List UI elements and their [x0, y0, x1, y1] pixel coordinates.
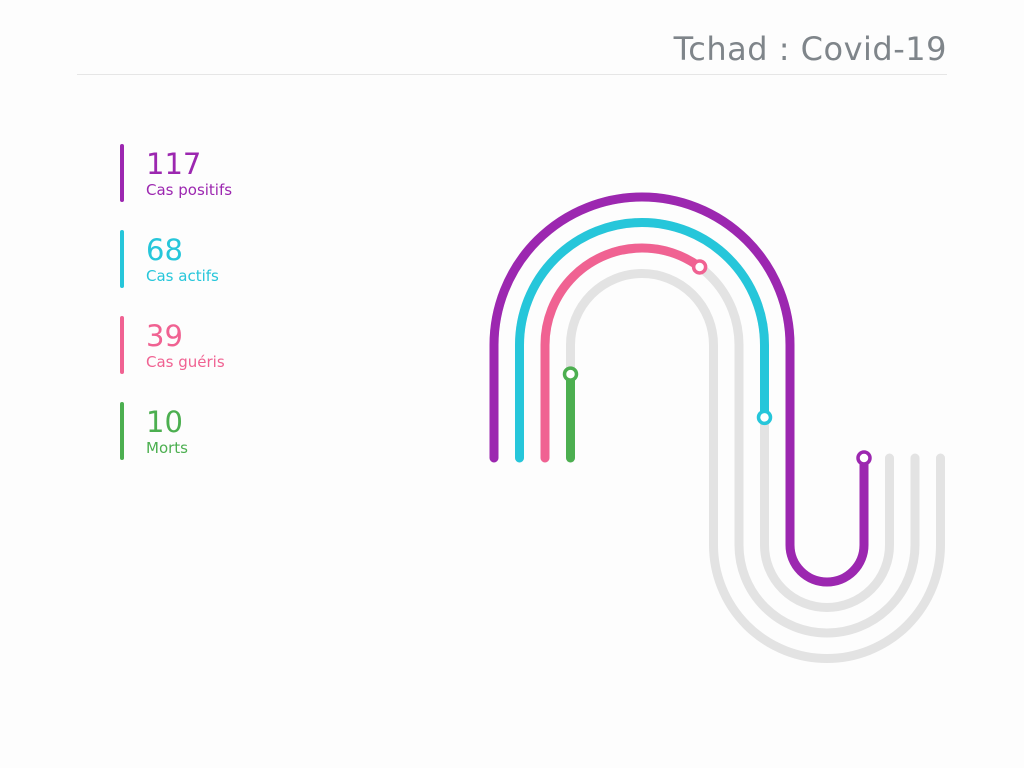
legend-item-recovered: 39 Cas guéris	[120, 316, 232, 374]
legend-value-active: 68	[146, 233, 183, 267]
legend-bar-recovered	[120, 316, 124, 374]
progress-recovered	[540, 243, 920, 638]
progress-marker-recovered	[691, 259, 708, 275]
progress-positive	[489, 192, 869, 587]
legend-label-deaths: Morts	[146, 439, 188, 457]
track-deaths	[566, 269, 945, 663]
progress-active	[515, 218, 894, 612]
legend: 117 Cas positifs 68 Cas actifs 39 Cas gu…	[120, 144, 232, 488]
progress-marker-active	[756, 409, 773, 426]
legend-item-active: 68 Cas actifs	[120, 230, 232, 288]
legend-bar-active	[120, 230, 124, 288]
progress-marker-positive	[856, 450, 872, 466]
legend-item-deaths: 10 Morts	[120, 402, 232, 460]
legend-item-positive: 117 Cas positifs	[120, 144, 232, 202]
legend-label-positive: Cas positifs	[146, 181, 233, 199]
legend-value-deaths: 10	[146, 405, 183, 439]
title-divider	[77, 74, 947, 75]
legend-bar-deaths	[120, 402, 124, 460]
legend-label-active: Cas actifs	[146, 267, 219, 285]
legend-value-positive: 117	[146, 147, 202, 181]
progress-marker-deaths	[562, 366, 579, 382]
legend-bar-positive	[120, 144, 124, 202]
track-recovered	[540, 243, 920, 638]
page-title: Tchad : Covid-19	[673, 30, 947, 68]
legend-label-recovered: Cas guéris	[146, 353, 225, 371]
legend-value-recovered: 39	[146, 319, 183, 353]
